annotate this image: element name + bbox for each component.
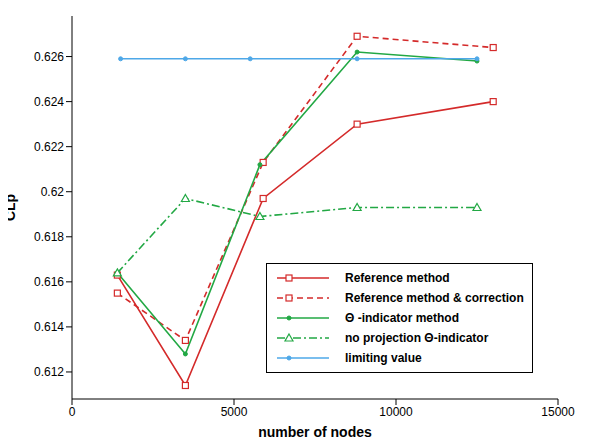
- svg-text:0.616: 0.616: [34, 275, 64, 289]
- svg-text:CLp: CLp: [8, 194, 18, 221]
- svg-text:0.612: 0.612: [34, 365, 64, 379]
- svg-text:0.626: 0.626: [34, 50, 64, 64]
- svg-text:0.62: 0.62: [41, 185, 65, 199]
- html-text:Θ -indicator method: Θ -indicator method: [345, 311, 459, 325]
- html-text:Reference method: Reference method: [345, 271, 450, 285]
- svg-text:15000: 15000: [541, 405, 575, 419]
- html-text:Reference method & correction: Reference method & correction: [345, 291, 524, 305]
- html-text:no projection Θ-indicator: no projection Θ-indicator: [345, 331, 489, 345]
- svg-text:0: 0: [69, 405, 76, 419]
- svg-text:5000: 5000: [221, 405, 248, 419]
- svg-text:0.624: 0.624: [34, 95, 64, 109]
- svg-text:number of nodes: number of nodes: [258, 424, 372, 440]
- svg-text:0.618: 0.618: [34, 230, 64, 244]
- svg-text:0.622: 0.622: [34, 140, 64, 154]
- svg-text:10000: 10000: [379, 405, 413, 419]
- svg-text:0.614: 0.614: [34, 320, 64, 334]
- html-text:limiting value: limiting value: [345, 351, 422, 365]
